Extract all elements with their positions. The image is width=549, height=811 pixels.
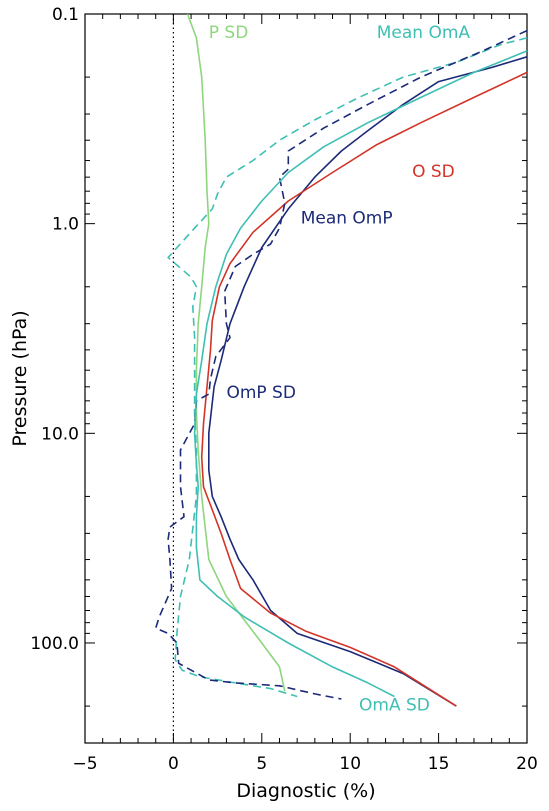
series-label: O SD bbox=[412, 162, 455, 182]
series-label: Mean OmA bbox=[377, 23, 471, 43]
series-line-mean-oma bbox=[167, 37, 528, 698]
y-tick-label: 0.1 bbox=[52, 5, 79, 25]
x-tick-label: −5 bbox=[72, 754, 97, 774]
series-line-omp-sd bbox=[154, 29, 528, 700]
series-line-p-sd bbox=[186, 13, 286, 692]
x-axis-title: Diagnostic (%) bbox=[236, 780, 375, 802]
x-tick-label: 0 bbox=[168, 754, 179, 774]
series-line-oma-sd bbox=[193, 50, 528, 698]
series-label: OmP SD bbox=[226, 383, 295, 403]
x-tick-label: 5 bbox=[256, 754, 267, 774]
series-label: OmA SD bbox=[359, 696, 430, 716]
series-line-mean-omp bbox=[208, 56, 528, 707]
series-lines bbox=[154, 13, 528, 707]
y-tick-label: 10.0 bbox=[41, 424, 79, 444]
axis-ticks: −5 0 5 10 15 20 0.1 1.0 10.0 100.0 bbox=[30, 5, 537, 774]
plot-frame bbox=[84, 13, 528, 744]
plot-area: −5 0 5 10 15 20 0.1 1.0 10.0 100.0 P SD Mean OmA Me… bbox=[30, 5, 537, 774]
series-line-o-sd bbox=[200, 71, 528, 707]
series-labels: P SD Mean OmA Mean OmP O SD OmP SD OmA SD bbox=[209, 23, 471, 716]
x-tick-label: 15 bbox=[428, 754, 450, 774]
series-label: Mean OmP bbox=[301, 209, 393, 229]
y-tick-label: 1.0 bbox=[52, 215, 79, 235]
y-tick-label: 100.0 bbox=[30, 634, 79, 654]
x-tick-label: 20 bbox=[516, 754, 538, 774]
y-axis-title: Pressure (hPa) bbox=[9, 310, 31, 446]
series-label: P SD bbox=[209, 23, 249, 43]
x-tick-label: 10 bbox=[339, 754, 361, 774]
